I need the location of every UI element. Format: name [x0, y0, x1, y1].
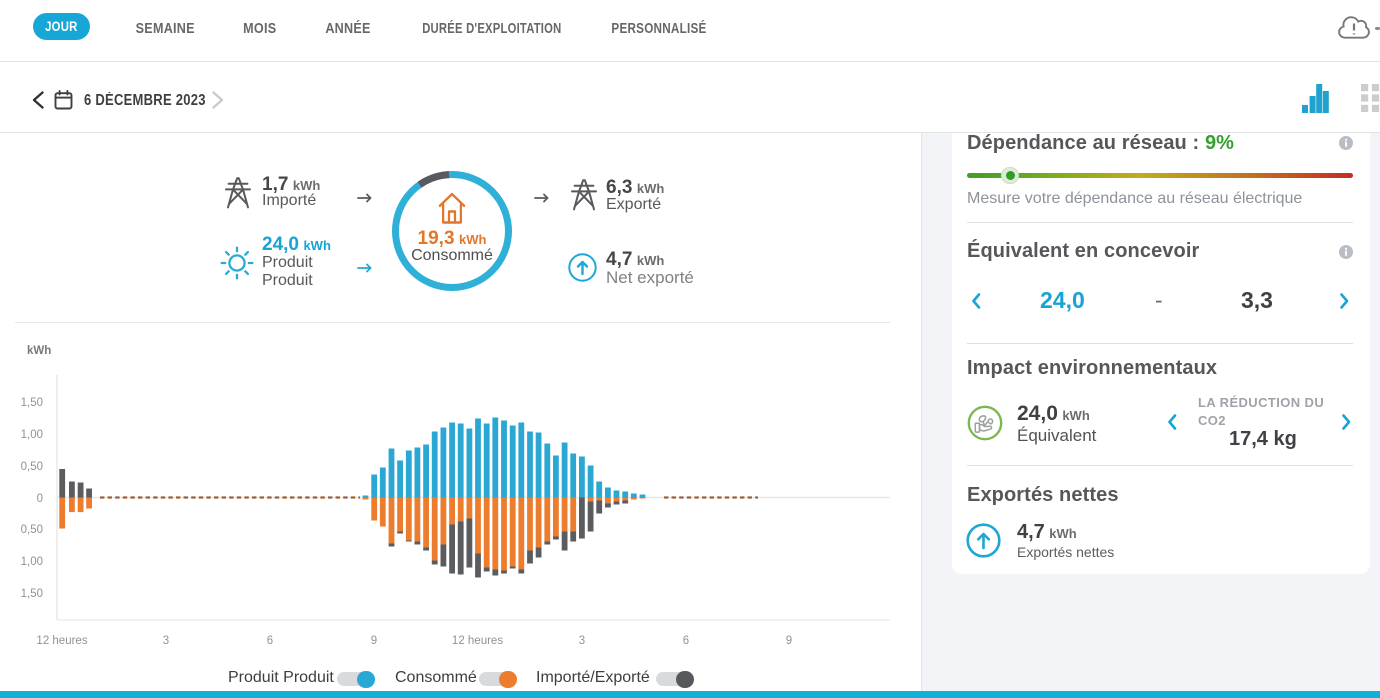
svg-text:0,50: 0,50: [21, 524, 43, 536]
svg-text:6: 6: [683, 635, 689, 647]
svg-text:kWh: kWh: [27, 345, 51, 357]
svg-text:3: 3: [579, 635, 585, 647]
svg-text:0,50: 0,50: [21, 461, 43, 473]
svg-text:9: 9: [371, 635, 377, 647]
svg-text:12 heures: 12 heures: [36, 635, 87, 647]
svg-text:1,00: 1,00: [21, 429, 43, 441]
svg-text:1,50: 1,50: [21, 397, 43, 409]
svg-text:12 heures: 12 heures: [452, 635, 503, 647]
svg-text:9: 9: [786, 635, 792, 647]
svg-text:1,00: 1,00: [21, 556, 43, 568]
svg-text:1,50: 1,50: [21, 588, 43, 600]
svg-text:6: 6: [267, 635, 273, 647]
svg-text:0: 0: [37, 493, 43, 505]
svg-text:3: 3: [163, 635, 169, 647]
